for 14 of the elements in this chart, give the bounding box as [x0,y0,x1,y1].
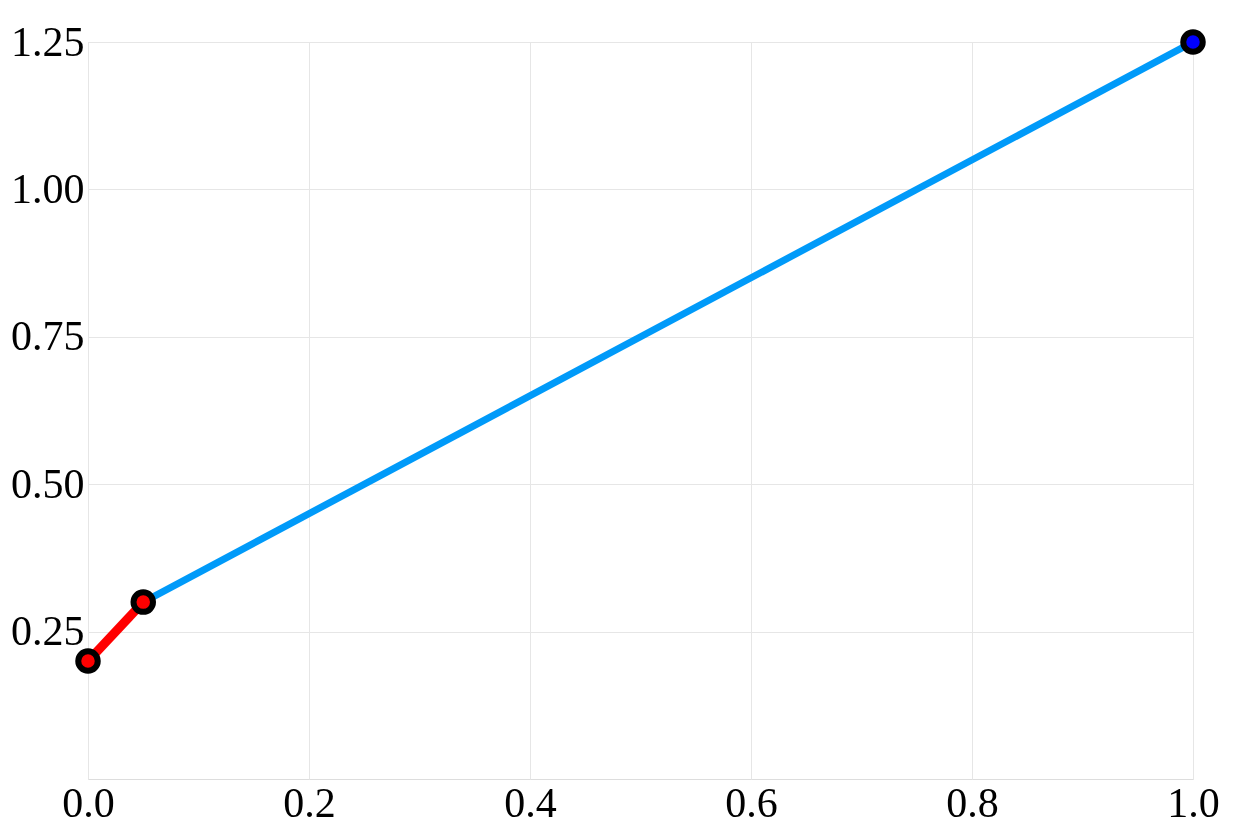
point [75,648,101,674]
y-tick-label: 0.75 [11,313,85,360]
x-tick-label: 0.8 [946,779,999,826]
point [130,589,156,615]
x-tick-label: 1.0 [1167,779,1220,826]
y-tick-label: 0.25 [11,608,85,655]
y-tick-label: 1.25 [11,18,85,65]
x-tick-label: 0.0 [62,779,115,826]
x-tick-label: 0.6 [725,779,778,826]
x-tick-label: 0.2 [283,779,336,826]
y-tick-label: 1.00 [11,165,85,212]
point [1180,29,1206,55]
x-tick-label: 0.4 [504,779,557,826]
y-tick-label: 0.50 [11,460,85,507]
